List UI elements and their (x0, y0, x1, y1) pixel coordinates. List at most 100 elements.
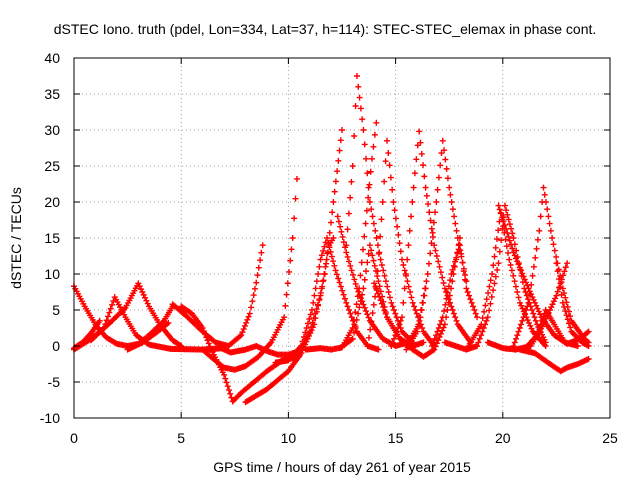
axis-ticks: 0 5 10 15 20 25 -10 -5 0 5 10 15 20 25 30 35 40 (40, 50, 618, 446)
data-point (306, 316, 313, 322)
data-point (370, 143, 377, 150)
data-point (489, 271, 496, 277)
data-point (478, 321, 485, 328)
data-point (430, 339, 437, 346)
data-point (381, 272, 388, 279)
data-point (349, 317, 356, 324)
data-point (364, 170, 371, 177)
data-point (504, 211, 511, 218)
data-point (369, 310, 376, 317)
data-point (562, 294, 569, 301)
data-point (505, 216, 512, 223)
data-point (281, 314, 288, 321)
data-point (567, 313, 574, 320)
data-point (439, 327, 446, 334)
data-point (536, 227, 543, 234)
data-point (339, 233, 346, 240)
data-point (239, 329, 246, 336)
data-point (431, 335, 438, 342)
data-point (546, 220, 553, 227)
data-point (411, 303, 418, 310)
x-axis-title: GPS time / hours of day 261 of year 2015 (213, 459, 471, 475)
data-point (395, 325, 402, 331)
data-point (525, 285, 532, 292)
data-point (251, 285, 258, 292)
data-point (103, 317, 110, 324)
data-point (304, 335, 311, 342)
data-point (462, 276, 469, 283)
data-point (349, 335, 356, 342)
data-point (448, 303, 455, 310)
data-point (337, 283, 344, 290)
data-point (144, 300, 151, 307)
data-point (377, 297, 384, 304)
data-point (503, 226, 510, 232)
data-point (496, 206, 503, 213)
data-point (227, 390, 234, 397)
y-tick-label: 5 (52, 302, 60, 318)
data-point (390, 199, 397, 205)
data-point (246, 310, 253, 317)
data-point (439, 137, 446, 144)
data-point (429, 229, 436, 236)
x-tick-label: 0 (70, 430, 78, 446)
data-point (508, 225, 515, 232)
data-point (283, 291, 290, 298)
data-point (518, 302, 525, 309)
data-point (516, 325, 523, 331)
data-point (545, 213, 552, 220)
data-point (316, 263, 323, 270)
data-point (433, 332, 440, 339)
data-point (509, 245, 516, 252)
data-point (503, 207, 510, 214)
data-point (510, 249, 517, 256)
data-point (449, 206, 456, 213)
data-point (423, 278, 430, 285)
data-point (492, 244, 499, 251)
data-point (351, 329, 358, 336)
data-point (399, 314, 406, 321)
data-point (370, 220, 377, 227)
data-point (203, 334, 210, 341)
data-point (332, 178, 339, 185)
data-point (533, 302, 540, 309)
data-point (332, 267, 339, 274)
series-11 (272, 235, 382, 366)
series-16 (371, 235, 463, 360)
series-22 (465, 209, 549, 349)
data-point (365, 250, 372, 257)
data-point (405, 283, 412, 290)
data-point (312, 285, 319, 292)
data-point (364, 311, 371, 318)
y-tick-label: 30 (44, 122, 60, 138)
data-point (509, 230, 516, 237)
data-point (302, 341, 309, 348)
data-point (387, 174, 394, 181)
data-point (439, 314, 446, 321)
data-point (364, 343, 371, 349)
y-tick-label: 10 (44, 266, 60, 282)
data-point (508, 267, 515, 274)
y-tick-label: 35 (44, 86, 60, 102)
data-point (336, 147, 343, 154)
data-point (380, 304, 387, 311)
data-point (390, 307, 397, 313)
data-point (530, 296, 537, 303)
data-point (381, 178, 388, 185)
data-point (432, 247, 439, 254)
data-point (165, 319, 172, 326)
data-point (358, 259, 365, 266)
data-point (388, 343, 395, 349)
data-point (561, 303, 568, 310)
data-point (531, 314, 538, 321)
data-point (225, 387, 232, 394)
data-point (359, 298, 366, 305)
data-point (490, 262, 497, 269)
data-point (503, 243, 510, 250)
data-point (515, 328, 522, 335)
data-point (298, 343, 305, 349)
data-point (481, 308, 488, 315)
y-tick-label: 20 (44, 194, 60, 210)
data-point (537, 311, 544, 318)
data-point (366, 199, 373, 205)
